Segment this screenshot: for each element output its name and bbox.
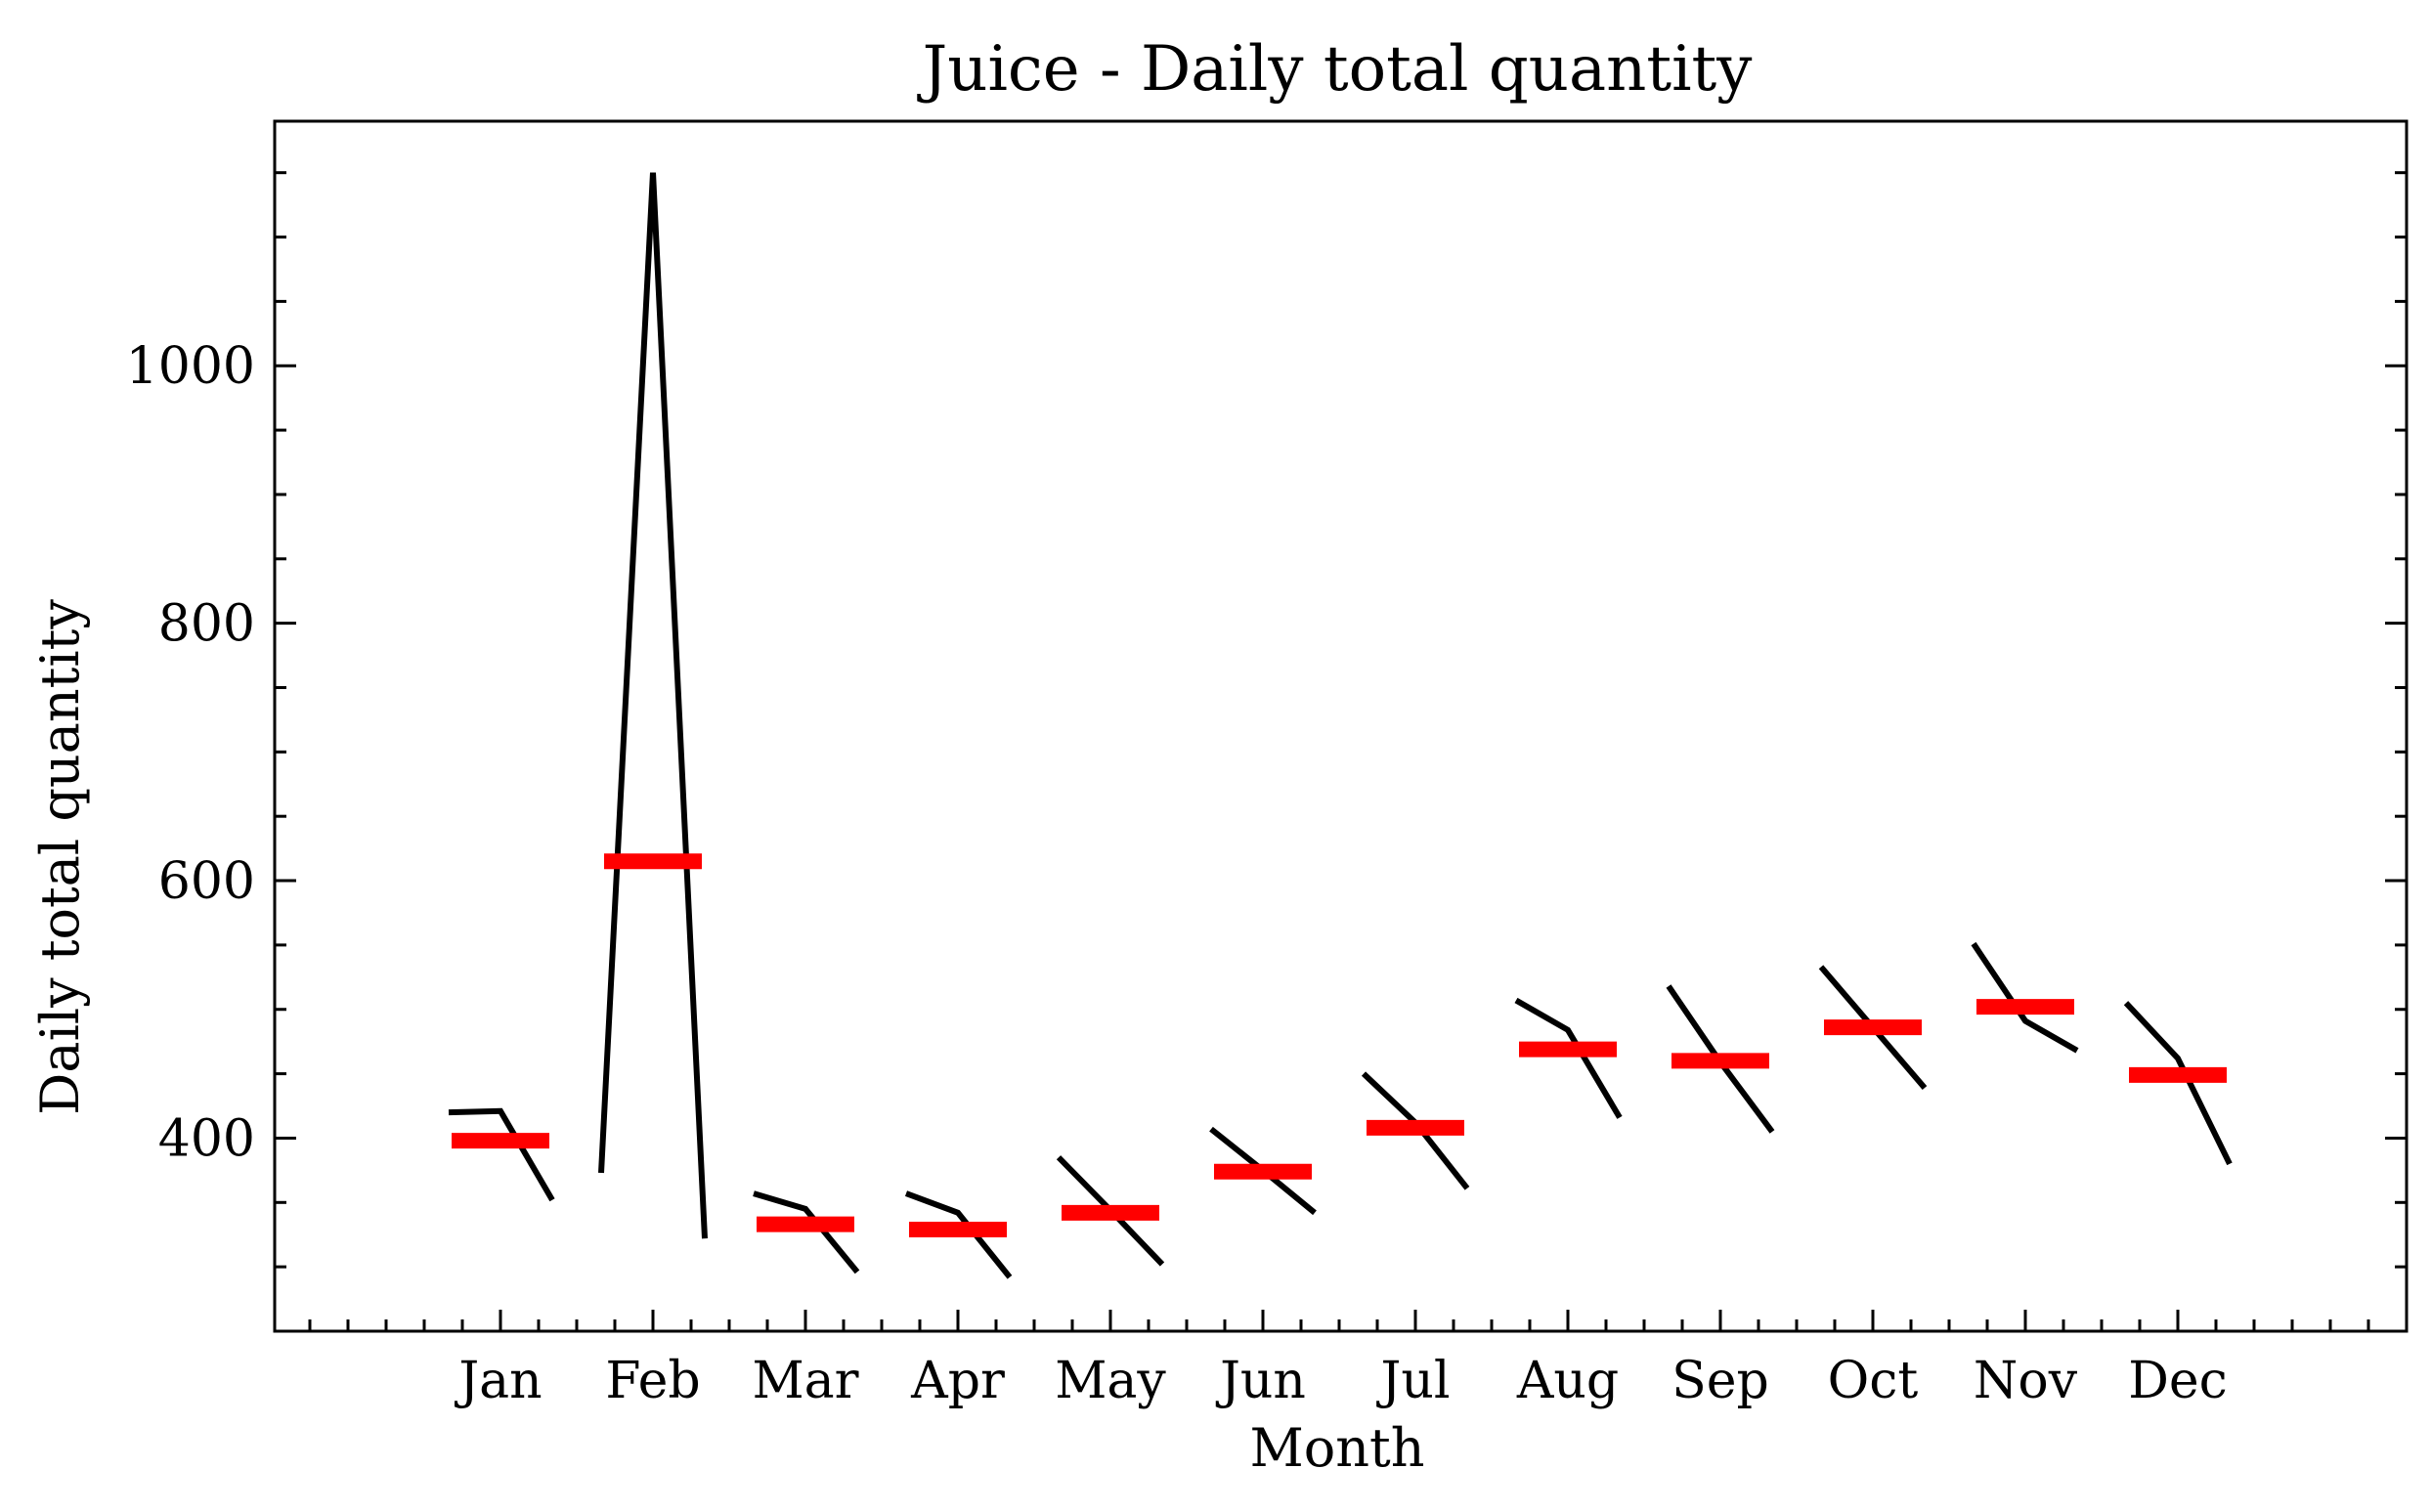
- y-tick-label: 400: [158, 1109, 255, 1168]
- x-tick-label: Feb: [605, 1352, 700, 1410]
- x-tick-label: Mar: [752, 1352, 858, 1410]
- subseries-line-nov: [1971, 941, 2079, 1054]
- x-tick-label: Jul: [1376, 1352, 1451, 1410]
- x-tick-label: May: [1055, 1352, 1166, 1410]
- x-tick-label: Oct: [1828, 1352, 1919, 1410]
- x-tick-label: Dec: [2128, 1352, 2228, 1410]
- x-tick-label: Sep: [1671, 1352, 1769, 1410]
- x-tick-label: Jun: [1215, 1352, 1306, 1410]
- plot-area: 400 600 800 1000 Jan Feb Mar Apr May Jun Jul Aug Sep…: [126, 119, 2409, 1410]
- y-tick-label: 600: [158, 852, 255, 911]
- subseries-line-feb: [598, 172, 708, 1239]
- subseries-line-apr: [904, 1190, 1013, 1279]
- x-tick-label: Aug: [1516, 1352, 1619, 1410]
- y-tick-label: 800: [158, 595, 255, 654]
- y-axis-label: Daily total quantity: [29, 599, 91, 1115]
- subseries-line-mar: [753, 1190, 860, 1274]
- x-tick-label: Jan: [454, 1352, 542, 1410]
- plot-frame: [273, 119, 2409, 1333]
- x-tick-label: Nov: [1974, 1352, 2078, 1410]
- subseries-line-dec: [2123, 1001, 2233, 1166]
- x-axis-label: Month: [1249, 1417, 1424, 1479]
- x-tick-label: Apr: [910, 1352, 1005, 1410]
- y-tick-label: 1000: [126, 337, 255, 396]
- chart-title: Juice - Daily total quantity: [917, 33, 1753, 106]
- subseries-line-jan: [448, 1107, 555, 1202]
- subseries-line-aug: [1514, 997, 1623, 1119]
